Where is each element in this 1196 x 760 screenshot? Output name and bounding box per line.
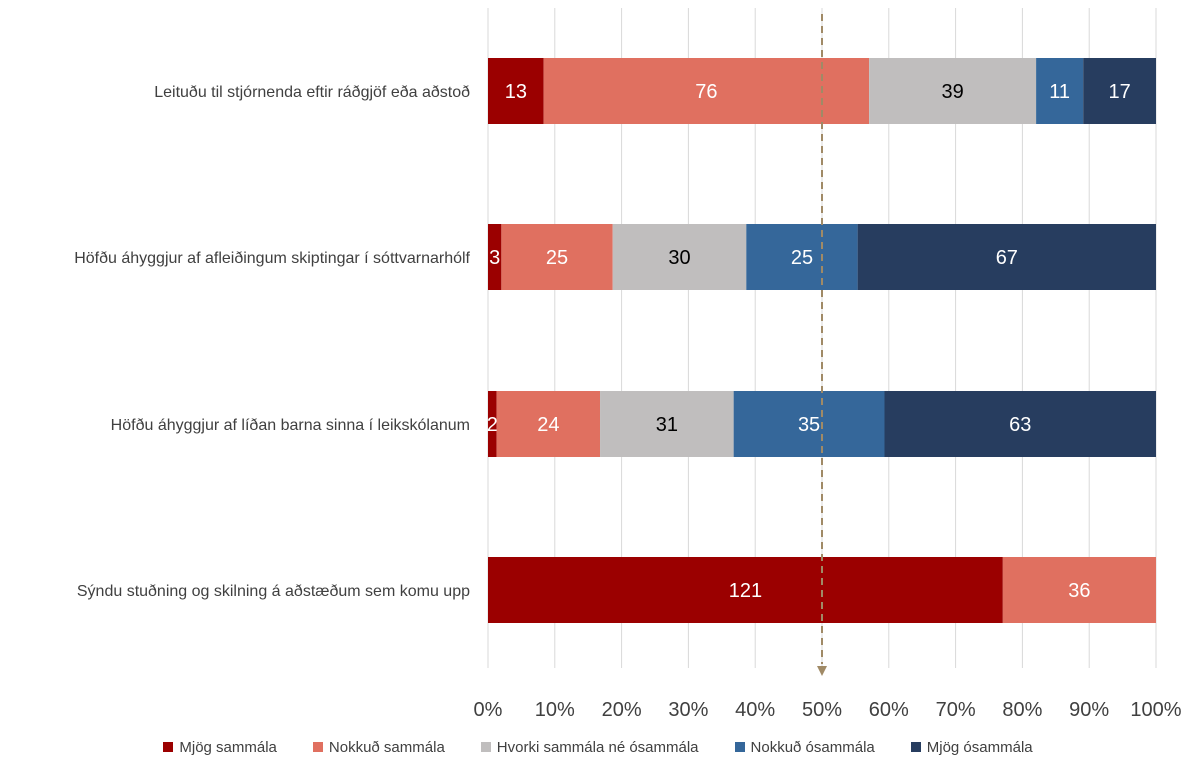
legend-swatch (910, 742, 921, 752)
bar-segment (733, 391, 885, 457)
bar-segment (884, 391, 1156, 457)
bar-segment (488, 391, 497, 457)
bar-segment (869, 58, 1037, 124)
legend-item: Nokkuð sammála (312, 738, 445, 756)
data-label: 30 (668, 247, 690, 269)
data-label: 39 (941, 81, 963, 103)
legend: Mjög sammála Nokkuð sammála Hvorki sammála… (0, 735, 1196, 759)
data-label: 24 (537, 414, 559, 436)
x-tick-label: 70% (936, 699, 976, 721)
legend-label: Nokkuð sammála (328, 738, 445, 756)
data-label: 63 (1009, 414, 1031, 436)
data-label: 25 (791, 247, 813, 269)
x-tick-label: 80% (1002, 699, 1042, 721)
data-label: 67 (996, 247, 1018, 269)
data-label: 11 (1049, 81, 1070, 103)
bar-segment (857, 224, 1156, 290)
bar-segment (1083, 58, 1156, 124)
bar-segment (488, 557, 1003, 623)
bar-row: 2 24 31 35 63 (487, 391, 1156, 457)
data-label: 13 (505, 81, 527, 103)
legend-label: Mjög ósammála (926, 738, 1033, 756)
data-label: 121 (729, 580, 762, 602)
category-label: Leituðu til stjórnenda eftir ráðgjöf eða… (154, 84, 470, 101)
x-tick-label: 10% (535, 699, 575, 721)
x-tick-label: 50% (802, 699, 842, 721)
legend-swatch (734, 742, 745, 752)
x-tick-label: 40% (735, 699, 775, 721)
reference-line (817, 14, 827, 676)
category-label: Höfðu áhyggjur af afleiðingum skiptingar… (74, 250, 470, 267)
legend-item: Hvorki sammála né ósammála (480, 738, 699, 756)
legend-swatch (163, 742, 174, 752)
x-tick-label: 20% (602, 699, 642, 721)
legend-label: Mjög sammála (179, 738, 277, 756)
bar-segment (501, 224, 613, 290)
x-tick-label: 100% (1130, 699, 1181, 721)
bar-row: 13 76 39 11 17 (488, 58, 1156, 124)
legend-item: Mjög sammála (163, 739, 277, 756)
bar-segment (600, 391, 734, 457)
bar-segment (488, 224, 502, 290)
data-label: 31 (656, 414, 678, 436)
category-label: Sýndu stuðning og skilning á aðstæðum se… (77, 583, 470, 600)
category-label: Höfðu áhyggjur af líðan barna sinna í le… (111, 417, 470, 434)
data-label: 25 (546, 247, 568, 269)
bar-segment (612, 224, 747, 290)
stacked-bar-chart: 13 76 39 11 17 3 25 30 25 67 2 24 31 35 63 121 36 Leituð… (74, 8, 1182, 721)
legend-item: Mjög ósammála (910, 738, 1033, 756)
legend-swatch (480, 742, 491, 752)
legend-label: Nokkuð ósammála (750, 738, 875, 756)
x-tick-label: 60% (869, 699, 909, 721)
bar-segment (746, 224, 858, 290)
bar-segment (1002, 557, 1156, 623)
category-labels: Leituðu til stjórnenda eftir ráðgjöf eða… (74, 84, 470, 600)
data-label: 36 (1068, 580, 1090, 602)
bar-row: 121 36 (488, 557, 1156, 623)
bar-segment (496, 391, 601, 457)
x-tick-label: 90% (1069, 699, 1109, 721)
bars: 13 76 39 11 17 3 25 30 25 67 2 24 31 35 63 121 36 (487, 58, 1156, 623)
legend-label: Hvorki sammála né ósammála (496, 738, 699, 756)
bar-segment (1036, 58, 1084, 124)
reference-arrowhead (817, 666, 827, 676)
bar-segment (543, 58, 870, 124)
data-label: 35 (798, 414, 820, 436)
legend-swatch (312, 742, 323, 752)
bar-row: 3 25 30 25 67 (488, 224, 1156, 290)
x-tick-label: 30% (668, 699, 708, 721)
data-label: 3 (489, 247, 500, 269)
data-label: 17 (1108, 81, 1130, 103)
x-tick-label: 0% (474, 699, 503, 721)
x-tick-labels: 0% 10% 20% 30% 40% 50% 60% 70% 80% 90% 100% (474, 699, 1182, 721)
bar-segment (488, 58, 544, 124)
data-label: 76 (695, 81, 717, 103)
data-label: 2 (487, 414, 498, 436)
legend-item: Nokkuð ósammála (734, 738, 875, 756)
